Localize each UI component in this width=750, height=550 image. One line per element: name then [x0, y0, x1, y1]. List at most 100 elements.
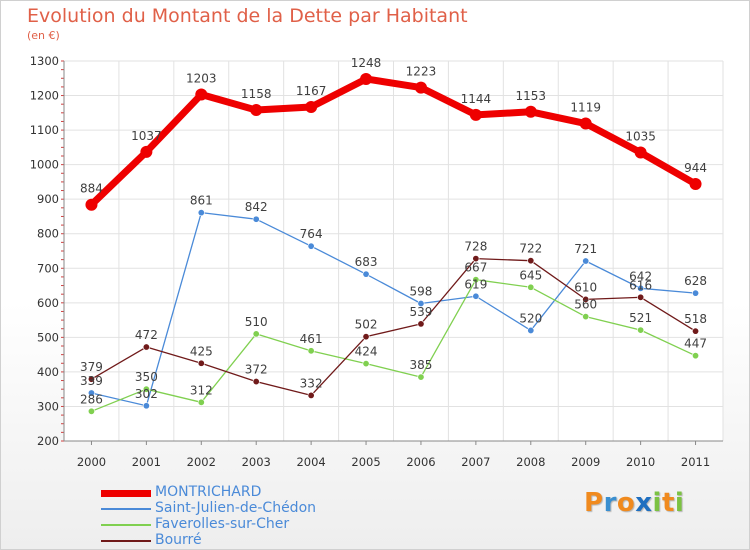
logo-letter: P	[584, 488, 604, 518]
data-point	[307, 391, 315, 399]
series-line	[89, 75, 698, 208]
data-point	[692, 352, 700, 360]
data-point	[637, 293, 645, 301]
x-tick-label: 2007	[461, 455, 490, 469]
data-point	[362, 270, 370, 278]
data-label: 461	[300, 332, 323, 346]
data-label: 1153	[516, 89, 547, 103]
logo-letter: o	[616, 488, 636, 518]
data-label: 332	[300, 376, 323, 390]
data-point	[197, 359, 205, 367]
y-tick-label: 1000	[30, 158, 59, 172]
data-point	[305, 100, 318, 113]
logo-letter: x	[635, 488, 653, 518]
axes: 200 300 400 500 600 700 800 900 1000 1100 1200 1300…	[30, 54, 723, 469]
data-label: 667	[464, 261, 487, 275]
data-label: 560	[574, 298, 597, 312]
x-tick-label: 2001	[132, 455, 161, 469]
data-point	[142, 402, 150, 410]
data-point	[195, 88, 208, 101]
data-point	[634, 146, 647, 159]
data-label: 861	[190, 194, 213, 208]
data-point	[252, 330, 260, 338]
data-point	[142, 343, 150, 351]
data-label: 520	[519, 311, 542, 325]
data-point	[360, 72, 373, 85]
data-point	[197, 209, 205, 217]
data-point	[472, 276, 480, 284]
data-label: 502	[355, 318, 378, 332]
data-label: 350	[135, 370, 158, 384]
legend-label: Bourré	[155, 532, 202, 548]
legend-swatch	[101, 540, 151, 542]
data-label: 1035	[625, 130, 656, 144]
series-lines	[85, 72, 702, 415]
data-label: 1203	[186, 72, 217, 86]
data-label: 539	[410, 305, 433, 319]
y-tick-label: 700	[37, 261, 59, 275]
y-tick-label: 200	[37, 434, 59, 448]
data-label: 286	[80, 392, 103, 406]
data-labels: 339 302 861 842 764 683 598 619 520 721 642 628 286 3…	[80, 56, 707, 406]
proxiti-logo: Proxiti	[584, 488, 684, 518]
data-label: 1223	[406, 65, 437, 79]
legend-label: Saint-Julien-de-Chédon	[155, 500, 317, 516]
data-point	[417, 300, 425, 308]
data-label: 628	[684, 274, 707, 288]
y-tick-label: 1200	[30, 89, 59, 103]
data-point	[527, 326, 535, 334]
chart-title: Evolution du Montant de la Dette par Hab…	[27, 5, 468, 27]
data-point	[252, 378, 260, 386]
data-label: 619	[464, 277, 487, 291]
data-point	[472, 255, 480, 263]
data-point	[142, 385, 150, 393]
data-label: 424	[355, 345, 378, 359]
data-label: 1167	[296, 84, 327, 98]
data-point	[362, 333, 370, 341]
data-label: 302	[135, 387, 158, 401]
data-point	[469, 108, 482, 121]
data-label: 764	[300, 227, 323, 241]
data-point	[250, 104, 263, 117]
data-point	[252, 215, 260, 223]
logo-letter: t	[661, 488, 675, 518]
y-tick-label: 300	[37, 399, 59, 413]
data-point	[637, 326, 645, 334]
data-point	[87, 389, 95, 397]
logo-letter: r	[603, 488, 617, 518]
data-label: 312	[190, 383, 213, 397]
data-point	[692, 327, 700, 335]
data-label: 642	[629, 269, 652, 283]
data-point	[527, 283, 535, 291]
data-point	[362, 360, 370, 368]
data-label: 339	[80, 374, 103, 388]
data-label: 598	[410, 285, 433, 299]
data-label: 521	[629, 311, 652, 325]
data-label: 1144	[461, 92, 492, 106]
data-point	[414, 81, 427, 94]
data-label: 842	[245, 200, 268, 214]
data-point	[472, 292, 480, 300]
y-tick-label: 500	[37, 330, 59, 344]
data-label: 518	[684, 312, 707, 326]
data-point	[417, 373, 425, 381]
y-tick-label: 800	[37, 227, 59, 241]
data-point	[527, 257, 535, 265]
legend-swatch	[101, 524, 151, 526]
data-label: 683	[355, 255, 378, 269]
data-label: 385	[410, 358, 433, 372]
data-label: 447	[684, 337, 707, 351]
y-tick-label: 400	[37, 365, 59, 379]
legend-swatch	[101, 508, 151, 510]
data-point	[307, 347, 315, 355]
x-tick-label: 2006	[406, 455, 435, 469]
legend-label: MONTRICHARD	[155, 484, 262, 500]
data-label: 728	[464, 240, 487, 254]
data-label: 1248	[351, 56, 382, 70]
data-point	[197, 398, 205, 406]
data-label: 610	[574, 280, 597, 294]
data-label: 944	[684, 161, 707, 175]
data-label: 425	[190, 344, 213, 358]
data-label: 722	[519, 242, 542, 256]
